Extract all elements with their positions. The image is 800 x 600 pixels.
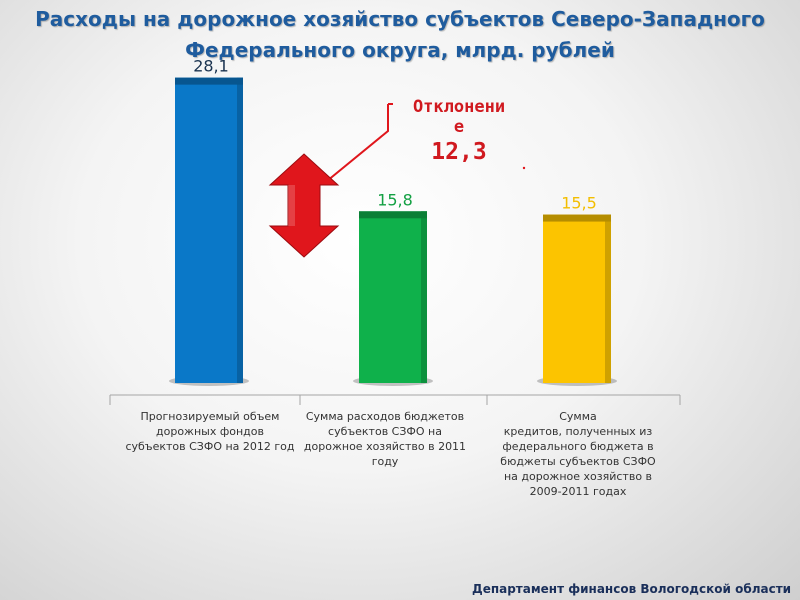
bar-side [421,211,427,383]
bar-3: 15,5 [537,194,617,386]
footer-department: Департамент финансов Вологодской области [472,582,792,596]
chart-title: Расходы на дорожное хозяйство субъектов … [0,4,800,66]
bar-value-label: 28,1 [193,57,229,76]
category-label-1: Прогнозируемый объем дорожных фондов суб… [125,410,295,453]
bar-value-label: 15,8 [377,190,413,209]
chart-title-line-1: Расходы на дорожное хозяйство субъектов … [35,7,765,31]
bar-value-label: 15,5 [561,194,597,213]
deviation-arrow-highlight [288,185,295,226]
bar-top [175,77,243,85]
bar-body [543,214,611,383]
bar-top [543,214,611,222]
bar-side [605,214,611,383]
bar-body [359,211,427,383]
bar-top [359,211,427,219]
category-label-2: Сумма расходов бюджетов субъектов СЗФО н… [303,410,467,468]
deviation-callout: Отклонени е 12,3 [393,97,525,167]
deviation-leader-line [326,104,389,182]
bar-body [175,77,243,383]
bar-2: 15,8 [353,190,433,386]
deviation-value: 12,3 [431,139,487,165]
deviation-label-line-1: Отклонени [412,97,506,117]
bar-side [237,77,243,383]
deviation-arrow-icon [268,153,340,258]
deviation-dot [522,166,526,170]
deviation-label-line-2: е [453,117,465,137]
bar-1: 28,1 [169,57,249,386]
chart-title-line-2: Федерального округа, млрд. рублей [185,38,615,62]
category-label-3: Сумма кредитов, полученных из федерально… [500,410,656,498]
